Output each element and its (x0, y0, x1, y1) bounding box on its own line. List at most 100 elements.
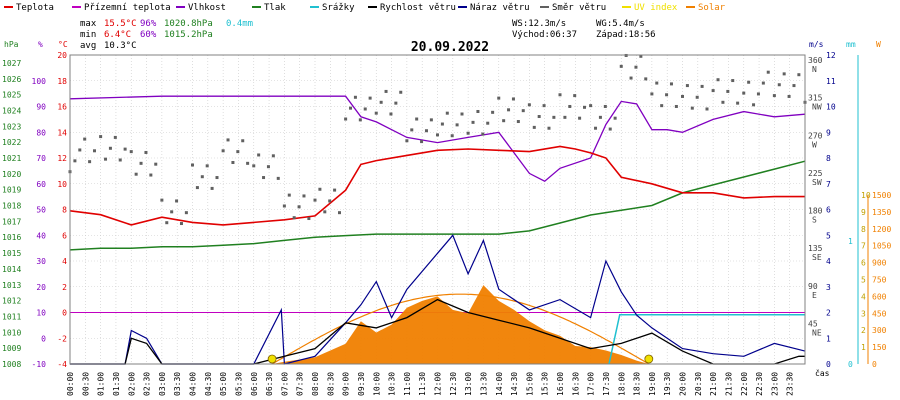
x-tick-label: 04:30 (204, 372, 213, 396)
solar-tick-label: 1350 (872, 208, 891, 217)
stat-max-rain: 0.4mm (226, 19, 253, 29)
x-tick-label: 18:30 (633, 372, 642, 396)
wind-direction-point (440, 122, 444, 126)
wind-direction-point (200, 175, 204, 179)
legend-label: Vlhkost (188, 3, 226, 13)
wind-direction-point (516, 120, 520, 124)
wind-direction-point (349, 106, 353, 110)
direction-compass-label: S (812, 216, 817, 225)
wind-direction-point (568, 104, 572, 108)
temperature-tick-label: 0 (62, 309, 67, 318)
wind-direction-point (542, 104, 546, 108)
x-tick-label: 21:30 (724, 372, 733, 396)
direction-compass-label: NE (812, 328, 822, 337)
wind-direction-point (608, 127, 612, 131)
wind-direction-point (669, 82, 673, 86)
info-sunrise: Východ:06:37 (512, 30, 577, 40)
pressure-tick-label: 1016 (2, 233, 21, 242)
uv-tick-label: 5 (861, 276, 866, 285)
wind-direction-point (797, 73, 801, 77)
wind-direction-point (333, 188, 337, 192)
wind-direction-point (195, 186, 199, 190)
wind-direction-point (99, 135, 103, 139)
x-tick-label: 09:00 (342, 372, 351, 396)
stat-max-temp: 15.5°C (104, 19, 137, 29)
plot-area (68, 53, 807, 365)
wind-direction-point (175, 199, 179, 203)
wind-direction-point (563, 115, 567, 119)
wind-direction-point (761, 81, 765, 85)
solar-tick-label: 450 (872, 309, 887, 318)
pressure-tick-label: 1017 (2, 217, 21, 226)
wind-tick-label: 12 (826, 51, 836, 60)
wind-direction-point (252, 164, 256, 168)
wind-direction-point (511, 97, 515, 101)
wind-direction-point (134, 172, 138, 176)
pressure-tick-label: 1013 (2, 281, 21, 290)
wind-direction-point (93, 149, 96, 153)
wind-direction-point (532, 125, 536, 129)
stat-avg-label: avg (80, 41, 96, 51)
wind-tick-label: 9 (826, 128, 831, 137)
wind-direction-point (772, 94, 776, 98)
wind-direction-point (368, 96, 372, 100)
info-sunset: Západ:18:56 (596, 30, 656, 40)
wind-direction-point (619, 64, 623, 68)
wind-direction-point (287, 193, 291, 197)
wind-direction-point (236, 150, 240, 154)
wind-direction-point (537, 115, 541, 119)
wind-direction-point (681, 94, 684, 98)
direction-compass-label: E (812, 291, 817, 300)
pressure-tick-label: 1021 (2, 154, 21, 163)
x-tick-label: 09:30 (357, 372, 366, 396)
humidity-tick-label: 20 (36, 283, 46, 292)
wind-direction-point (78, 148, 82, 152)
wind-direction-point (363, 107, 367, 111)
wind-direction-point (184, 211, 188, 215)
legend-label: Rychlost větru (380, 3, 456, 13)
humidity-tick-label: 70 (36, 154, 46, 163)
solar-tick-label: 150 (872, 343, 887, 352)
x-tick-label: 08:30 (326, 372, 335, 396)
plot-frame (69, 54, 806, 365)
wind-tick-label: 1 (826, 334, 831, 343)
wind-tick-label: 0 (826, 360, 831, 369)
stat-min-hum: 60% (140, 30, 157, 40)
wind-direction-point (491, 110, 495, 114)
solar-tick-label: 1050 (872, 242, 891, 251)
wind-direction-point (379, 100, 383, 104)
solar-tick-label: 1200 (872, 225, 891, 234)
stat-avg-temp: 10.3°C (104, 41, 137, 51)
wind-direction-point (246, 161, 250, 165)
wind-direction-point (721, 100, 725, 104)
x-tick-label: 05:00 (219, 372, 228, 396)
temperature-tick-label: 12 (57, 154, 67, 163)
wind-direction-point (215, 176, 219, 180)
x-tick-label: 18:00 (617, 372, 626, 396)
wind-direction-point (736, 101, 740, 105)
wind-direction-point (429, 118, 433, 122)
solar-tick-label: 0 (872, 360, 877, 369)
wind-direction-point (139, 161, 143, 165)
wind-direction-point (726, 89, 730, 93)
stat-min-press: 1015.2hPa (164, 30, 213, 40)
direction-degree-label: 270 (808, 131, 823, 140)
wind-direction-point (410, 128, 414, 132)
pressure-tick-label: 1012 (2, 297, 21, 306)
axes: 1008100910101011101210131014101510161017… (2, 40, 891, 396)
direction-degree-label: 360 (808, 56, 823, 65)
x-tick-label: 22:30 (755, 372, 764, 396)
pressure-tick-label: 1014 (2, 265, 21, 274)
legend-label: Teplota (16, 3, 54, 13)
wind-direction-point (665, 93, 669, 97)
x-tick-label: 11:00 (403, 372, 412, 396)
solar-tick-label: 300 (872, 326, 887, 335)
wind-direction-point (266, 165, 270, 169)
x-axis-label: čas (815, 368, 830, 378)
uv-tick-label: 7 (861, 242, 866, 251)
wind-direction-point (353, 95, 357, 99)
stat-min-label: min (80, 30, 96, 40)
legend-label: Směr větru (552, 3, 606, 13)
wind-direction-point (507, 108, 511, 112)
wind-direction-point (104, 157, 108, 161)
